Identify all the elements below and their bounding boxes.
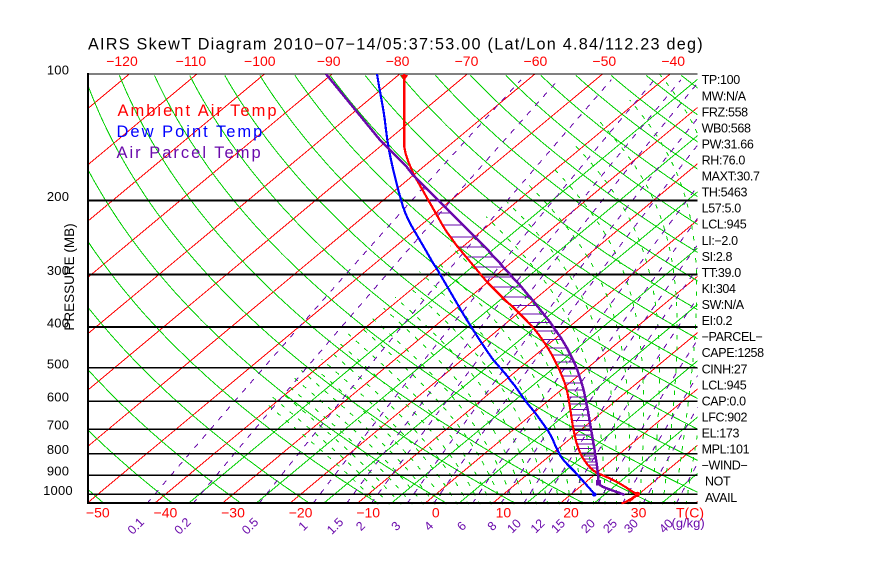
svg-text:200: 200 <box>47 189 69 204</box>
svg-text:600: 600 <box>47 390 69 405</box>
svg-text:300: 300 <box>47 263 69 278</box>
svg-text:−70: −70 <box>455 53 479 69</box>
svg-text:20: 20 <box>563 505 579 521</box>
svg-text:KI:304: KI:304 <box>702 282 736 296</box>
svg-text:PW:31.66: PW:31.66 <box>702 137 754 151</box>
svg-text:Air Parcel Temp: Air Parcel Temp <box>117 144 263 162</box>
svg-text:10: 10 <box>496 505 512 521</box>
svg-text:−WIND−: −WIND− <box>702 459 748 473</box>
svg-text:(g/kg): (g/kg) <box>672 516 705 531</box>
svg-text:30: 30 <box>631 505 647 521</box>
svg-text:CAPE:1258: CAPE:1258 <box>702 346 765 360</box>
svg-text:AVAIL: AVAIL <box>705 491 737 505</box>
svg-text:−50: −50 <box>86 505 110 521</box>
svg-text:L57:5.0: L57:5.0 <box>702 202 742 216</box>
svg-text:SW:N/A: SW:N/A <box>702 298 745 312</box>
svg-text:FRZ:558: FRZ:558 <box>702 105 749 119</box>
svg-text:EI:0.2: EI:0.2 <box>702 314 733 328</box>
svg-text:−90: −90 <box>317 53 341 69</box>
svg-text:MAXT:30.7: MAXT:30.7 <box>702 170 760 184</box>
svg-text:MW:N/A: MW:N/A <box>702 89 747 103</box>
svg-text:900: 900 <box>47 464 69 479</box>
svg-text:LCL:945: LCL:945 <box>702 218 747 232</box>
svg-text:0: 0 <box>432 505 440 521</box>
svg-text:TH:5463: TH:5463 <box>702 186 748 200</box>
svg-text:−PARCEL−: −PARCEL− <box>702 330 763 344</box>
svg-text:TT:39.0: TT:39.0 <box>702 266 742 280</box>
svg-text:−40: −40 <box>661 53 685 69</box>
svg-text:100: 100 <box>47 63 69 78</box>
svg-text:−40: −40 <box>154 505 178 521</box>
svg-text:−60: −60 <box>524 53 548 69</box>
svg-text:WB0:568: WB0:568 <box>702 121 751 135</box>
svg-text:−20: −20 <box>289 505 313 521</box>
svg-text:Dew Point Temp: Dew Point Temp <box>117 123 265 141</box>
svg-text:LI:−2.0: LI:−2.0 <box>702 234 739 248</box>
svg-text:−50: −50 <box>592 53 616 69</box>
svg-text:LCL:945: LCL:945 <box>702 378 747 392</box>
svg-text:−120: −120 <box>106 53 138 69</box>
svg-text:−30: −30 <box>221 505 245 521</box>
svg-text:−80: −80 <box>386 53 410 69</box>
svg-text:NOT: NOT <box>705 475 731 489</box>
svg-text:1000: 1000 <box>43 483 73 498</box>
svg-text:−10: −10 <box>356 505 380 521</box>
svg-text:CINH:27: CINH:27 <box>702 362 748 376</box>
svg-text:400: 400 <box>47 316 69 331</box>
svg-text:TP:100: TP:100 <box>702 73 741 87</box>
svg-text:PRESSURE (MB): PRESSURE (MB) <box>62 223 77 330</box>
svg-text:−100: −100 <box>244 53 276 69</box>
svg-text:T(C): T(C) <box>676 505 704 521</box>
svg-text:AIRS SkewT Diagram 2010−07−14/: AIRS SkewT Diagram 2010−07−14/05:37:53.0… <box>88 36 704 54</box>
svg-text:LFC:902: LFC:902 <box>702 411 748 425</box>
svg-text:800: 800 <box>47 442 69 457</box>
svg-text:MPL:101: MPL:101 <box>702 443 750 457</box>
svg-text:−110: −110 <box>176 53 207 69</box>
svg-text:SI:2.8: SI:2.8 <box>702 250 733 264</box>
svg-text:CAP:0.0: CAP:0.0 <box>702 394 746 408</box>
svg-text:RH:76.0: RH:76.0 <box>702 154 746 168</box>
svg-text:700: 700 <box>47 418 69 433</box>
svg-text:500: 500 <box>47 356 69 371</box>
svg-text:EL:173: EL:173 <box>702 427 740 441</box>
svg-text:Ambient Air Temp: Ambient Air Temp <box>118 102 279 120</box>
